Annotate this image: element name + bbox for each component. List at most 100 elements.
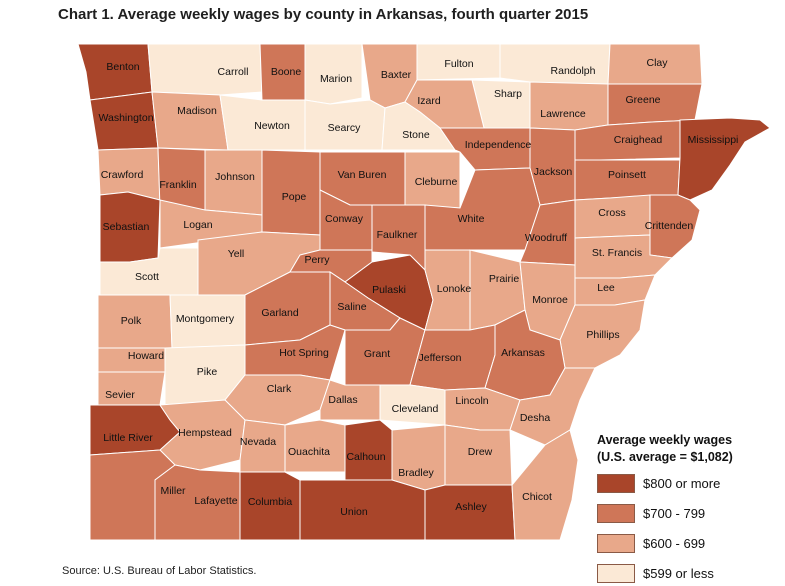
county-label-jackson: Jackson bbox=[534, 166, 573, 178]
county-label-lee: Lee bbox=[597, 282, 615, 294]
county-label-madison: Madison bbox=[177, 105, 217, 117]
county-label-johnson: Johnson bbox=[215, 171, 255, 183]
county-label-nevada: Nevada bbox=[240, 436, 276, 448]
county-label-desha: Desha bbox=[520, 412, 551, 424]
county-shapes bbox=[77, 43, 771, 541]
county-label-pulaski: Pulaski bbox=[372, 284, 406, 296]
legend-item-599-or-less: $599 or less bbox=[597, 560, 782, 586]
chart-title: Chart 1. Average weekly wages by county … bbox=[58, 6, 589, 23]
county-label-perry: Perry bbox=[304, 254, 330, 266]
county-label-drew: Drew bbox=[468, 446, 493, 458]
county-label-chicot: Chicot bbox=[522, 491, 552, 503]
county-chicot bbox=[511, 429, 579, 541]
county-label-yell: Yell bbox=[228, 248, 245, 260]
county-label-craighead: Craighead bbox=[614, 134, 663, 146]
county-label-van-buren: Van Buren bbox=[338, 169, 387, 181]
county-label-phillips: Phillips bbox=[586, 329, 619, 341]
county-label-arkansas: Arkansas bbox=[501, 347, 545, 359]
county-label-conway: Conway bbox=[325, 213, 364, 225]
legend-title-line2: (U.S. average = $1,082) bbox=[597, 450, 733, 464]
county-label-garland: Garland bbox=[261, 307, 299, 319]
county-label-crawford: Crawford bbox=[101, 169, 144, 181]
source-note: Source: U.S. Bureau of Labor Statistics. bbox=[62, 565, 257, 577]
legend: Average weekly wages (U.S. average = $1,… bbox=[597, 432, 782, 586]
county-label-sharp: Sharp bbox=[494, 88, 522, 100]
county-label-little-river: Little River bbox=[103, 432, 153, 444]
county-label-jefferson: Jefferson bbox=[419, 352, 462, 364]
county-label-cleburne: Cleburne bbox=[415, 176, 458, 188]
county-label-randolph: Randolph bbox=[551, 65, 596, 77]
county-label-bradley: Bradley bbox=[398, 467, 434, 479]
county-label-sebastian: Sebastian bbox=[103, 221, 150, 233]
county-marion bbox=[304, 43, 363, 105]
county-label-ashley: Ashley bbox=[455, 501, 487, 513]
county-label-white: White bbox=[458, 213, 485, 225]
county-bradley bbox=[391, 424, 446, 491]
county-label-faulkner: Faulkner bbox=[377, 229, 418, 241]
legend-label: $599 or less bbox=[643, 565, 714, 581]
county-label-lincoln: Lincoln bbox=[455, 395, 488, 407]
county-label-lonoke: Lonoke bbox=[437, 283, 472, 295]
county-label-scott: Scott bbox=[135, 271, 159, 283]
county-label-cleveland: Cleveland bbox=[392, 403, 439, 415]
county-label-saline: Saline bbox=[337, 301, 366, 313]
county-lawrence bbox=[529, 81, 609, 131]
county-label-izard: Izard bbox=[417, 95, 441, 107]
county-label-pope: Pope bbox=[282, 191, 307, 203]
legend-swatch bbox=[597, 503, 635, 523]
county-madison bbox=[151, 91, 229, 151]
county-label-crittenden: Crittenden bbox=[645, 220, 694, 232]
legend-swatch bbox=[597, 473, 635, 493]
county-label-stone: Stone bbox=[402, 129, 430, 141]
county-label-monroe: Monroe bbox=[532, 294, 568, 306]
county-label-fulton: Fulton bbox=[444, 58, 473, 70]
county-label-greene: Greene bbox=[625, 94, 660, 106]
county-label-howard: Howard bbox=[128, 350, 164, 362]
county-label-hempstead: Hempstead bbox=[178, 427, 232, 439]
county-label-carroll: Carroll bbox=[218, 66, 249, 78]
legend-swatch bbox=[597, 533, 635, 553]
county-label-prairie: Prairie bbox=[489, 273, 520, 285]
county-label-washington: Washington bbox=[98, 112, 153, 124]
county-label-sevier: Sevier bbox=[105, 389, 135, 401]
legend-title-line1: Average weekly wages bbox=[597, 433, 733, 447]
county-label-baxter: Baxter bbox=[381, 69, 412, 81]
county-mississippi bbox=[677, 117, 771, 201]
county-label-lawrence: Lawrence bbox=[540, 108, 586, 120]
county-label-grant: Grant bbox=[364, 348, 390, 360]
county-label-woodruff: Woodruff bbox=[525, 232, 567, 244]
county-label-polk: Polk bbox=[121, 315, 142, 327]
legend-label: $800 or more bbox=[643, 475, 721, 491]
county-calhoun bbox=[344, 419, 393, 481]
county-randolph bbox=[499, 43, 611, 85]
county-label-logan: Logan bbox=[183, 219, 212, 231]
legend-title: Average weekly wages (U.S. average = $1,… bbox=[597, 432, 782, 466]
county-label-benton: Benton bbox=[106, 61, 139, 73]
county-labels: Benton Carroll Boone Marion Baxter Fulton Rand… bbox=[98, 57, 738, 518]
county-label-boone: Boone bbox=[271, 66, 302, 78]
county-label-pike: Pike bbox=[197, 366, 218, 378]
legend-item-700-799: $700 - 799 bbox=[597, 500, 782, 526]
county-label-clark: Clark bbox=[267, 383, 292, 395]
county-label-ouachita: Ouachita bbox=[288, 446, 330, 458]
county-label-columbia: Columbia bbox=[248, 496, 293, 508]
county-label-hot-spring: Hot Spring bbox=[279, 347, 329, 359]
county-carroll bbox=[147, 43, 263, 96]
county-label-miller: Miller bbox=[160, 485, 186, 497]
county-label-mississippi: Mississippi bbox=[688, 134, 739, 146]
county-label-independence: Independence bbox=[465, 139, 532, 151]
legend-item-600-699: $600 - 699 bbox=[597, 530, 782, 556]
county-label-montgomery: Montgomery bbox=[176, 313, 235, 325]
county-label-union: Union bbox=[340, 506, 368, 518]
legend-label: $700 - 799 bbox=[643, 505, 706, 521]
county-label-newton: Newton bbox=[254, 120, 290, 132]
county-label-franklin: Franklin bbox=[159, 179, 197, 191]
legend-item-800-or-more: $800 or more bbox=[597, 470, 782, 496]
county-label-calhoun: Calhoun bbox=[346, 451, 385, 463]
county-desha bbox=[509, 367, 596, 446]
county-label-cross: Cross bbox=[598, 207, 625, 219]
county-label-dallas: Dallas bbox=[328, 394, 357, 406]
county-label-searcy: Searcy bbox=[328, 122, 361, 134]
county-label-marion: Marion bbox=[320, 73, 352, 85]
legend-label: $600 - 699 bbox=[643, 535, 706, 551]
